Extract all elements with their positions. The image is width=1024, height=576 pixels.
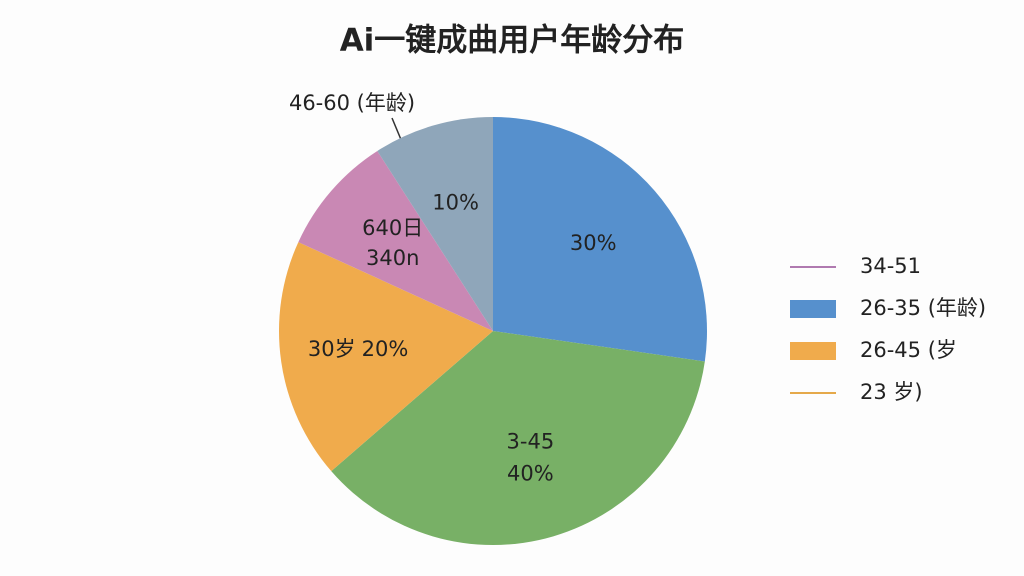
pie-slice (493, 117, 707, 362)
slice-label: 30岁 (308, 337, 356, 361)
slice-label: 340n (366, 246, 419, 270)
legend-label: 23 岁) (860, 380, 923, 404)
leader-line (391, 117, 403, 143)
legend-swatch (790, 342, 836, 360)
legend-label: 34-51 (860, 254, 921, 278)
slice-label: 3-45 (507, 429, 555, 453)
legend-label: 26-45 (岁 (860, 338, 957, 362)
legend-swatch (790, 300, 836, 318)
pie-slice (331, 331, 705, 545)
legend-label: 26-35 (年龄) (860, 296, 986, 320)
chart-title: Ai一键成曲用户年龄分布 (340, 23, 685, 59)
pie-slice (279, 242, 493, 472)
slice-label: 640日 (362, 216, 423, 240)
value-label: 40% (507, 461, 554, 485)
pie-slice (377, 117, 493, 331)
value-label: 30% (570, 231, 617, 255)
pie-slice (298, 150, 493, 331)
outer-label: 46-60 (年龄) (289, 91, 415, 115)
value-label: 20% (362, 337, 409, 361)
value-label: 10% (432, 191, 479, 215)
